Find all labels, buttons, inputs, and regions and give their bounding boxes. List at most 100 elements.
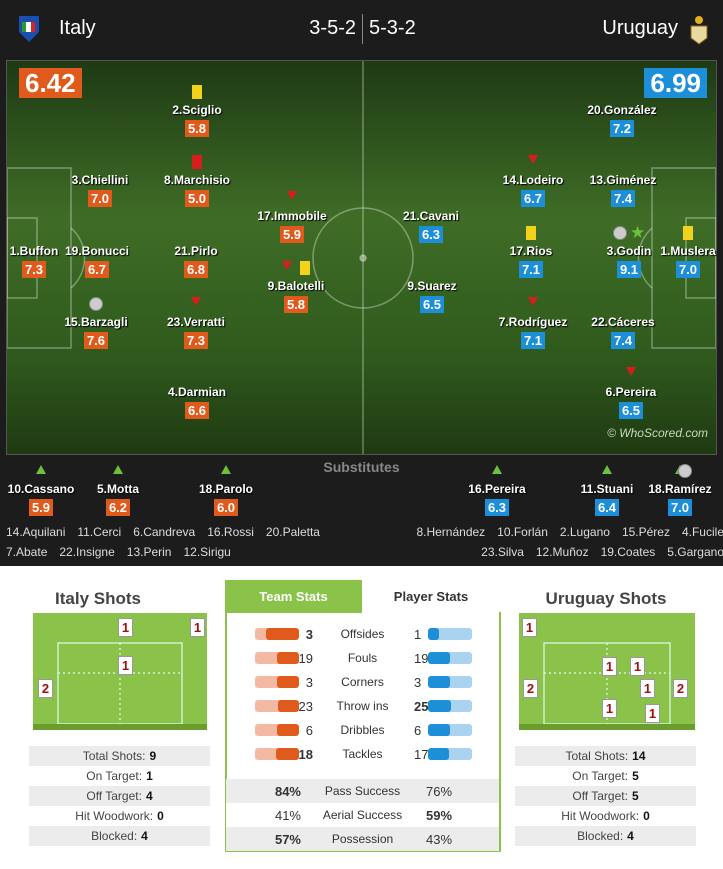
player-name: 19.Bonucci bbox=[64, 244, 130, 258]
home-shots-title: Italy Shots bbox=[55, 589, 141, 608]
player-rating: 7.1 bbox=[518, 261, 544, 278]
shot-zone-count: 1 bbox=[118, 656, 133, 675]
shot-stat-row: Off Target: 4 bbox=[29, 786, 210, 806]
home-bar bbox=[277, 676, 299, 688]
player-rating: 6.0 bbox=[213, 499, 239, 516]
unused-player: 23.Silva bbox=[481, 545, 524, 559]
player-rating: 7.6 bbox=[83, 332, 109, 349]
shot-stat-label: On Target: bbox=[572, 769, 629, 783]
player: 14.Lodeiro 6.7 bbox=[473, 173, 593, 207]
sub-on-arrow bbox=[36, 465, 46, 474]
shot-zone-count: 2 bbox=[523, 679, 538, 698]
player-name: 16.Pereira bbox=[468, 482, 526, 496]
stat-label: Aerial Success bbox=[322, 808, 403, 822]
home-bar bbox=[277, 700, 299, 712]
stat-label: Dribbles bbox=[340, 723, 385, 737]
player-name: 6.Pereira bbox=[605, 385, 657, 399]
shot-stat-value: 0 bbox=[157, 809, 164, 823]
player-name: 2.Sciglio bbox=[172, 103, 222, 117]
away-value: 19 bbox=[414, 651, 429, 666]
shot-stat-row: Off Target: 5 bbox=[515, 786, 696, 806]
away-bar bbox=[428, 700, 451, 712]
shot-stat-row: Total Shots: 14 bbox=[515, 746, 696, 766]
shot-stat-label: Blocked: bbox=[577, 829, 624, 843]
player: 17.Rios 7.1 bbox=[471, 244, 591, 278]
player-rating: 7.4 bbox=[610, 332, 636, 349]
player-name: 3.Chiellini bbox=[71, 173, 129, 187]
player: 7.Rodríguez 7.1 bbox=[473, 315, 593, 349]
player-name: 11.Stuani bbox=[580, 482, 634, 496]
player: 13.Giménez 7.4 bbox=[563, 173, 683, 207]
separator bbox=[362, 14, 363, 44]
shot-stat-row: Blocked: 4 bbox=[515, 826, 696, 846]
stat-row: 6 Dribbles 6 bbox=[226, 718, 499, 742]
home-bar-track bbox=[255, 652, 299, 664]
stat-row: 18 Tackles 17 bbox=[226, 742, 499, 766]
pitch-lines bbox=[7, 61, 716, 454]
yellow-card bbox=[300, 261, 310, 275]
shot-stat-value: 14 bbox=[632, 749, 646, 763]
unused-player: 12.Sirigu bbox=[183, 545, 231, 559]
shot-stat-value: 1 bbox=[146, 769, 153, 783]
stat-label: Pass Success bbox=[324, 784, 401, 798]
player-rating: 9.1 bbox=[616, 261, 642, 278]
shot-zone-count: 1 bbox=[118, 618, 133, 637]
unused-player: 7.Abate bbox=[6, 545, 48, 559]
unused-player: 22.Insigne bbox=[59, 545, 115, 559]
ball-icon bbox=[678, 464, 692, 478]
player-rating: 7.3 bbox=[183, 332, 209, 349]
shot-stat-label: Total Shots: bbox=[565, 749, 629, 763]
unused-player: 20.Paletta bbox=[265, 525, 320, 539]
star-icon: ★ bbox=[630, 223, 646, 242]
unused-player: 5.Gargano bbox=[667, 545, 723, 559]
away-value: 3 bbox=[414, 675, 422, 690]
shot-zone-count: 2 bbox=[38, 679, 53, 698]
stat-label: Throw ins bbox=[336, 699, 389, 713]
unused-player: 19.Coates bbox=[600, 545, 656, 559]
away-bar-track bbox=[428, 652, 472, 664]
sub-off-arrow bbox=[191, 297, 201, 306]
player: 2.Sciglio 5.8 bbox=[137, 103, 257, 137]
unused-row: 7.Abate 22.Insigne 13.Perin 12.Sirigu bbox=[6, 545, 243, 559]
player-name: 7.Rodríguez bbox=[498, 315, 568, 329]
ball-icon bbox=[613, 226, 627, 240]
player-name: 22.Cáceres bbox=[591, 315, 655, 329]
tab[interactable]: Player Stats bbox=[393, 589, 469, 604]
stat-row: 3 Offsides 1 bbox=[226, 622, 499, 646]
unused-player: 6.Candreva bbox=[133, 525, 196, 539]
stat-row: 3 Corners 3 bbox=[226, 670, 499, 694]
player: 1.Buffon 7.3 bbox=[0, 244, 94, 278]
away-bar-track bbox=[428, 700, 472, 712]
player-rating: 5.8 bbox=[184, 120, 210, 137]
shot-stat-row: Total Shots: 9 bbox=[29, 746, 210, 766]
home-value: 6 bbox=[305, 723, 313, 738]
shot-stat-label: Off Target: bbox=[86, 789, 142, 803]
player: 20.González 7.2 bbox=[562, 103, 682, 137]
tab[interactable]: Team Stats bbox=[225, 580, 362, 613]
sub-on-arrow bbox=[602, 465, 612, 474]
player-name: 8.Marchisio bbox=[163, 173, 231, 187]
player: 21.Pirlo 6.8 bbox=[136, 244, 256, 278]
sub-off-arrow bbox=[528, 297, 538, 306]
home-bar bbox=[277, 652, 299, 664]
player: 18.Parolo 6.0 bbox=[166, 482, 286, 516]
pitch bbox=[6, 60, 717, 455]
unused-player: 11.Cerci bbox=[77, 525, 122, 539]
home-formation: 3-5-2 bbox=[309, 17, 356, 39]
shot-zone-count: 1 bbox=[522, 618, 537, 637]
unused-player: 10.Forlán bbox=[497, 525, 548, 539]
unused-row: 23.Silva 12.Muñoz 19.Coates 5.Gargano bbox=[406, 545, 723, 559]
shot-zone-count: 1 bbox=[640, 679, 655, 698]
sub-off-arrow bbox=[528, 155, 538, 164]
player-name: 18.Parolo bbox=[198, 482, 254, 496]
away-bar-track bbox=[428, 748, 472, 760]
unused-player: 14.Aquilani bbox=[6, 525, 66, 539]
shot-zone-count: 2 bbox=[673, 679, 688, 698]
player-name: 14.Lodeiro bbox=[502, 173, 564, 187]
player: 15.Barzagli 7.6 bbox=[36, 315, 156, 349]
player-rating: 5.8 bbox=[283, 296, 309, 313]
sub-on-arrow bbox=[113, 465, 123, 474]
home-bar bbox=[276, 748, 299, 760]
shot-zone-count: 1 bbox=[645, 704, 660, 723]
sub-off-arrow bbox=[626, 367, 636, 376]
